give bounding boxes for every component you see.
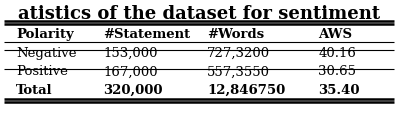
Text: 557,3550: 557,3550 (207, 65, 270, 78)
Text: 153,000: 153,000 (103, 46, 158, 59)
Text: Negative: Negative (16, 46, 76, 59)
Text: 727,3200: 727,3200 (207, 46, 270, 59)
Text: Total: Total (16, 83, 53, 96)
Text: 167,000: 167,000 (103, 65, 158, 78)
Text: 30.65: 30.65 (318, 65, 356, 78)
Text: Polarity: Polarity (16, 27, 74, 40)
Text: 320,000: 320,000 (103, 83, 163, 96)
Text: #Statement: #Statement (103, 27, 191, 40)
Text: AWS: AWS (318, 27, 352, 40)
Text: 40.16: 40.16 (318, 46, 356, 59)
Text: #Words: #Words (207, 27, 264, 40)
Text: atistics of the dataset for sentiment: atistics of the dataset for sentiment (18, 5, 380, 22)
Text: Positive: Positive (16, 65, 68, 78)
Text: 12,846750: 12,846750 (207, 83, 285, 96)
Text: 35.40: 35.40 (318, 83, 360, 96)
